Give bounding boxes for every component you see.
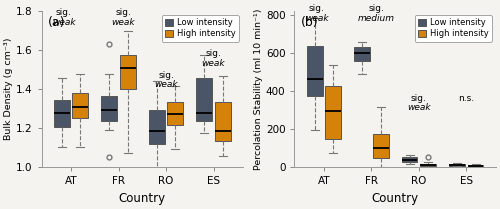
Text: sig.: sig. xyxy=(411,94,427,103)
Text: weak: weak xyxy=(112,18,135,27)
PathPatch shape xyxy=(72,93,88,118)
PathPatch shape xyxy=(307,46,322,96)
Text: sig.: sig. xyxy=(158,71,174,80)
PathPatch shape xyxy=(354,47,370,61)
Text: sig.: sig. xyxy=(56,8,72,17)
Text: weak: weak xyxy=(154,80,178,89)
Text: sig.: sig. xyxy=(368,4,384,13)
PathPatch shape xyxy=(373,134,388,158)
PathPatch shape xyxy=(102,96,117,121)
Text: weak: weak xyxy=(52,18,76,27)
PathPatch shape xyxy=(420,164,436,167)
PathPatch shape xyxy=(402,157,417,162)
Text: sig.: sig. xyxy=(309,4,324,13)
Text: weak: weak xyxy=(305,14,328,23)
Y-axis label: Bulk Density (g cm⁻³): Bulk Density (g cm⁻³) xyxy=(4,38,13,140)
Text: (b): (b) xyxy=(300,15,318,28)
Text: (a): (a) xyxy=(48,15,65,28)
PathPatch shape xyxy=(215,102,230,141)
PathPatch shape xyxy=(468,165,483,166)
Text: sig.: sig. xyxy=(116,8,131,17)
Legend: Low intensity, High intensity: Low intensity, High intensity xyxy=(414,15,492,42)
Text: weak: weak xyxy=(407,103,430,112)
PathPatch shape xyxy=(168,102,183,125)
PathPatch shape xyxy=(196,78,212,121)
X-axis label: Country: Country xyxy=(372,192,418,205)
Legend: Low intensity, High intensity: Low intensity, High intensity xyxy=(162,15,239,42)
Text: sig.: sig. xyxy=(206,49,222,58)
Text: n.s.: n.s. xyxy=(458,94,474,103)
Y-axis label: Percolation Stability (ml 10 min⁻¹): Percolation Stability (ml 10 min⁻¹) xyxy=(254,8,263,170)
PathPatch shape xyxy=(450,164,465,166)
Text: medium: medium xyxy=(358,14,395,23)
PathPatch shape xyxy=(120,55,136,89)
PathPatch shape xyxy=(326,86,341,139)
X-axis label: Country: Country xyxy=(118,192,166,205)
PathPatch shape xyxy=(54,100,70,127)
Text: weak: weak xyxy=(202,59,226,68)
PathPatch shape xyxy=(149,110,164,144)
